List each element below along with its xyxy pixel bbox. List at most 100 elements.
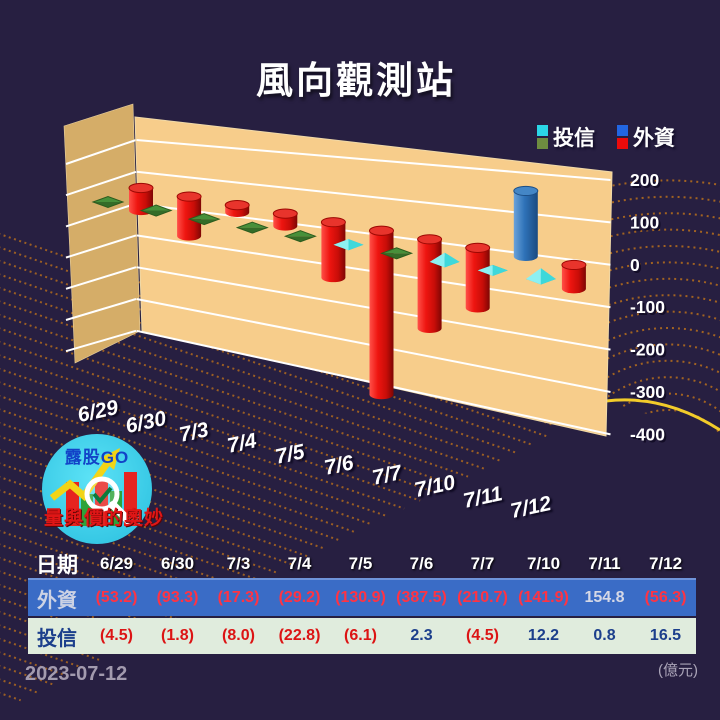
decor-dotted-dome	[608, 179, 720, 436]
table-cell: (22.8)	[278, 627, 321, 644]
trust-marker-negative	[283, 230, 317, 243]
side-wall-gridline	[65, 329, 137, 353]
table-row-trust: 投信 (4.5) (1.8) (8.0) (22.8) (6.1) 2.3 (4.5) 12.2…	[28, 618, 696, 654]
trust-marker-negative	[187, 213, 221, 226]
data-table: 日期 6/29 6/30 7/3 7/4 7/5 7/6 7/7 7/10 7/11 7/12 外資…	[28, 549, 696, 654]
logo-caption: 量與價的奧妙	[44, 508, 165, 529]
y-axis-label-shadow: 200	[632, 172, 661, 192]
foreign-bar-negative	[224, 200, 250, 218]
table-cell: (53.2)	[95, 589, 138, 606]
trust-marker-negative	[380, 247, 414, 260]
decor-dotted-line	[0, 557, 181, 622]
table-row-foreign: 外資 (53.2) (93.3) (17.3) (29.2) (130.9) (387.5)…	[28, 578, 696, 616]
report-date: 2023-07-12	[25, 663, 128, 685]
gridline	[136, 139, 611, 181]
trust-marker-positive	[333, 238, 364, 251]
table-row-label: 外資	[37, 589, 77, 612]
decor-yellow-arc	[605, 398, 720, 432]
legend-label-foreign: 外資	[633, 127, 675, 150]
decor-dotted-line	[0, 516, 229, 598]
y-axis-label: -300	[630, 382, 665, 402]
trust-marker-negative	[139, 204, 173, 217]
table-cell: (8.0)	[222, 627, 255, 644]
decor-dotted-line	[0, 692, 22, 702]
decor-dotted-line	[0, 449, 309, 558]
table-cell: 2.3	[410, 627, 433, 644]
table-header-cell: 6/29	[99, 554, 134, 573]
side-wall-gridline	[65, 202, 137, 228]
y-axis-label: -400	[630, 424, 665, 444]
y-axis-label: 0	[630, 255, 640, 275]
table-cell: 0.8	[593, 627, 616, 644]
decor-dotted-line	[0, 476, 277, 574]
y-axis-label: -100	[630, 297, 665, 317]
trust-marker-positive	[525, 268, 556, 285]
table-header-cell: 7/6	[409, 554, 434, 573]
decor-dotted-line	[0, 530, 213, 606]
decor-dotted-line	[0, 368, 405, 510]
side-wall-gridline	[65, 266, 137, 290]
y-axis-label-shadow: 0	[632, 257, 642, 277]
logo-badge-text: 露股GO	[64, 448, 130, 467]
decor-dotted-line	[0, 314, 469, 478]
table-header-cell: 7/12	[648, 554, 683, 573]
trust-series-icon	[537, 125, 548, 149]
logo-graphic	[49, 448, 137, 526]
foreign-bar-negative	[417, 234, 443, 334]
trust-marker-positive	[429, 252, 460, 268]
decor-dotted-line	[0, 408, 357, 534]
decor-dotted-arc	[608, 179, 720, 436]
side-wall-gridline	[65, 170, 137, 197]
decor-dotted-arc	[608, 310, 720, 436]
foreign-series-icon	[617, 125, 628, 149]
table-header-cell: 7/3	[226, 554, 251, 573]
logo-arrowhead	[100, 448, 120, 470]
foreign-bar-negative	[369, 225, 394, 400]
chart-legend: 投信 外資	[537, 122, 675, 152]
table-header-cell: 6/30	[160, 554, 195, 573]
unit-label: (億元)	[658, 662, 698, 679]
y-axis-label: -200	[630, 340, 665, 360]
table-cell: (4.5)	[100, 627, 133, 644]
y-axis-label-shadow: -100	[632, 299, 667, 319]
table-header-cell: 7/4	[287, 554, 312, 573]
trust-marker-negative	[235, 221, 269, 234]
magnifier-icon	[84, 476, 120, 512]
decor-dotted-line	[0, 422, 341, 542]
y-axis-label: 100	[630, 212, 659, 232]
side-wall-gridline	[65, 139, 137, 165]
table-header-row: 日期 6/29 6/30 7/3 7/4 7/5 7/6 7/7 7/10 7/11 7/12	[28, 549, 696, 578]
page-title: 風向觀測站	[256, 60, 456, 101]
logo: 露股GO	[42, 434, 152, 544]
decor-dotted-line	[0, 543, 197, 614]
foreign-bar-negative	[320, 217, 346, 283]
legend-item-trust: 投信	[537, 122, 595, 152]
table-cell: (17.3)	[217, 589, 260, 606]
decor-dotted-line	[0, 341, 437, 494]
foreign-bar-negative	[465, 242, 491, 313]
decor-dotted-arc	[608, 327, 720, 436]
y-axis-label-shadow: -400	[632, 426, 667, 446]
decor-dotted-line	[0, 354, 421, 502]
table-cell: 154.8	[584, 589, 625, 606]
decor-dotted-arc	[608, 294, 720, 436]
table-header-cell: 7/7	[470, 554, 495, 573]
table-cell: (6.1)	[344, 627, 377, 644]
foreign-bar-negative	[272, 208, 298, 231]
table-header-cell: 7/10	[526, 554, 561, 573]
legend-label-trust: 投信	[553, 127, 595, 150]
trust-marker-positive	[477, 264, 508, 276]
side-wall-gridline	[65, 234, 137, 259]
decor-dotted-line	[0, 287, 501, 462]
legend-item-foreign: 外資	[617, 122, 675, 152]
decor-dotted-line	[0, 503, 245, 590]
decor-dotted-line	[0, 584, 149, 638]
table-cell: (4.5)	[466, 627, 499, 644]
table-cell: (141.9)	[518, 589, 569, 606]
logo-check	[92, 486, 113, 505]
decor-dotted-line	[0, 381, 389, 518]
table-cell: (210.7)	[457, 589, 508, 606]
magnifier-handle	[109, 501, 133, 525]
